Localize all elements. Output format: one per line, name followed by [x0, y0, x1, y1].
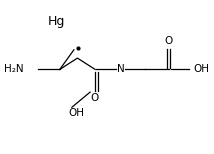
Text: O: O — [165, 36, 173, 46]
Text: O: O — [90, 93, 98, 103]
Text: H₂N: H₂N — [4, 64, 23, 74]
Text: OH: OH — [68, 108, 84, 118]
Text: Hg: Hg — [48, 14, 65, 28]
Text: OH: OH — [193, 64, 209, 74]
Text: N: N — [116, 64, 124, 74]
